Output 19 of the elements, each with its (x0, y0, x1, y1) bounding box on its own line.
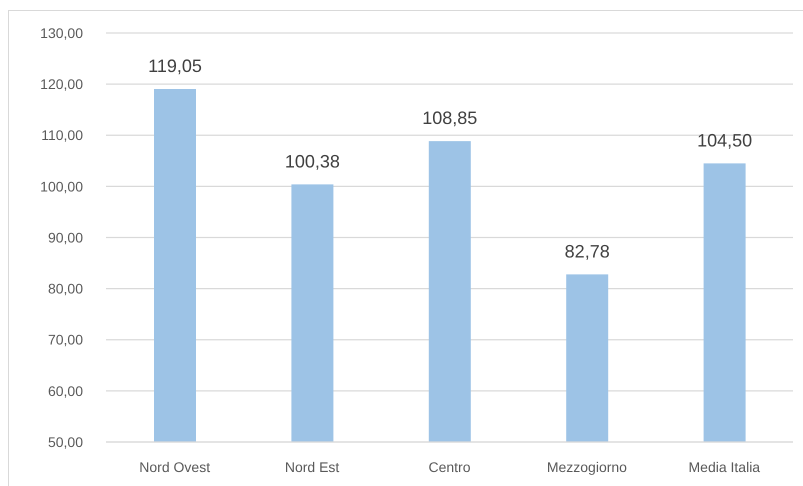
x-tick-label: Centro (428, 458, 471, 475)
y-tick-label: 70,00 (48, 332, 84, 348)
y-tick-label: 60,00 (48, 382, 84, 399)
y-tick-label: 100,00 (40, 178, 84, 194)
x-tick-label: Nord Ovest (139, 458, 210, 475)
x-tick-label: Media Italia (688, 458, 760, 475)
x-tick-label: Mezzogiorno (546, 458, 628, 475)
y-tick-label: 80,00 (48, 280, 84, 297)
y-tick-label: 120,00 (40, 76, 84, 92)
data-label: 82,78 (564, 241, 610, 262)
x-tick-label: Nord Est (284, 458, 340, 475)
y-tick-label: 50,00 (48, 434, 84, 450)
y-tick-label: 130,00 (40, 24, 84, 41)
y-tick-label: 110,00 (41, 127, 84, 144)
data-label: 104,50 (697, 130, 752, 150)
data-label: 108,85 (422, 108, 478, 128)
y-tick-label: 90,00 (48, 229, 84, 246)
data-label: 100,38 (284, 151, 340, 172)
data-label: 119,05 (148, 56, 202, 76)
